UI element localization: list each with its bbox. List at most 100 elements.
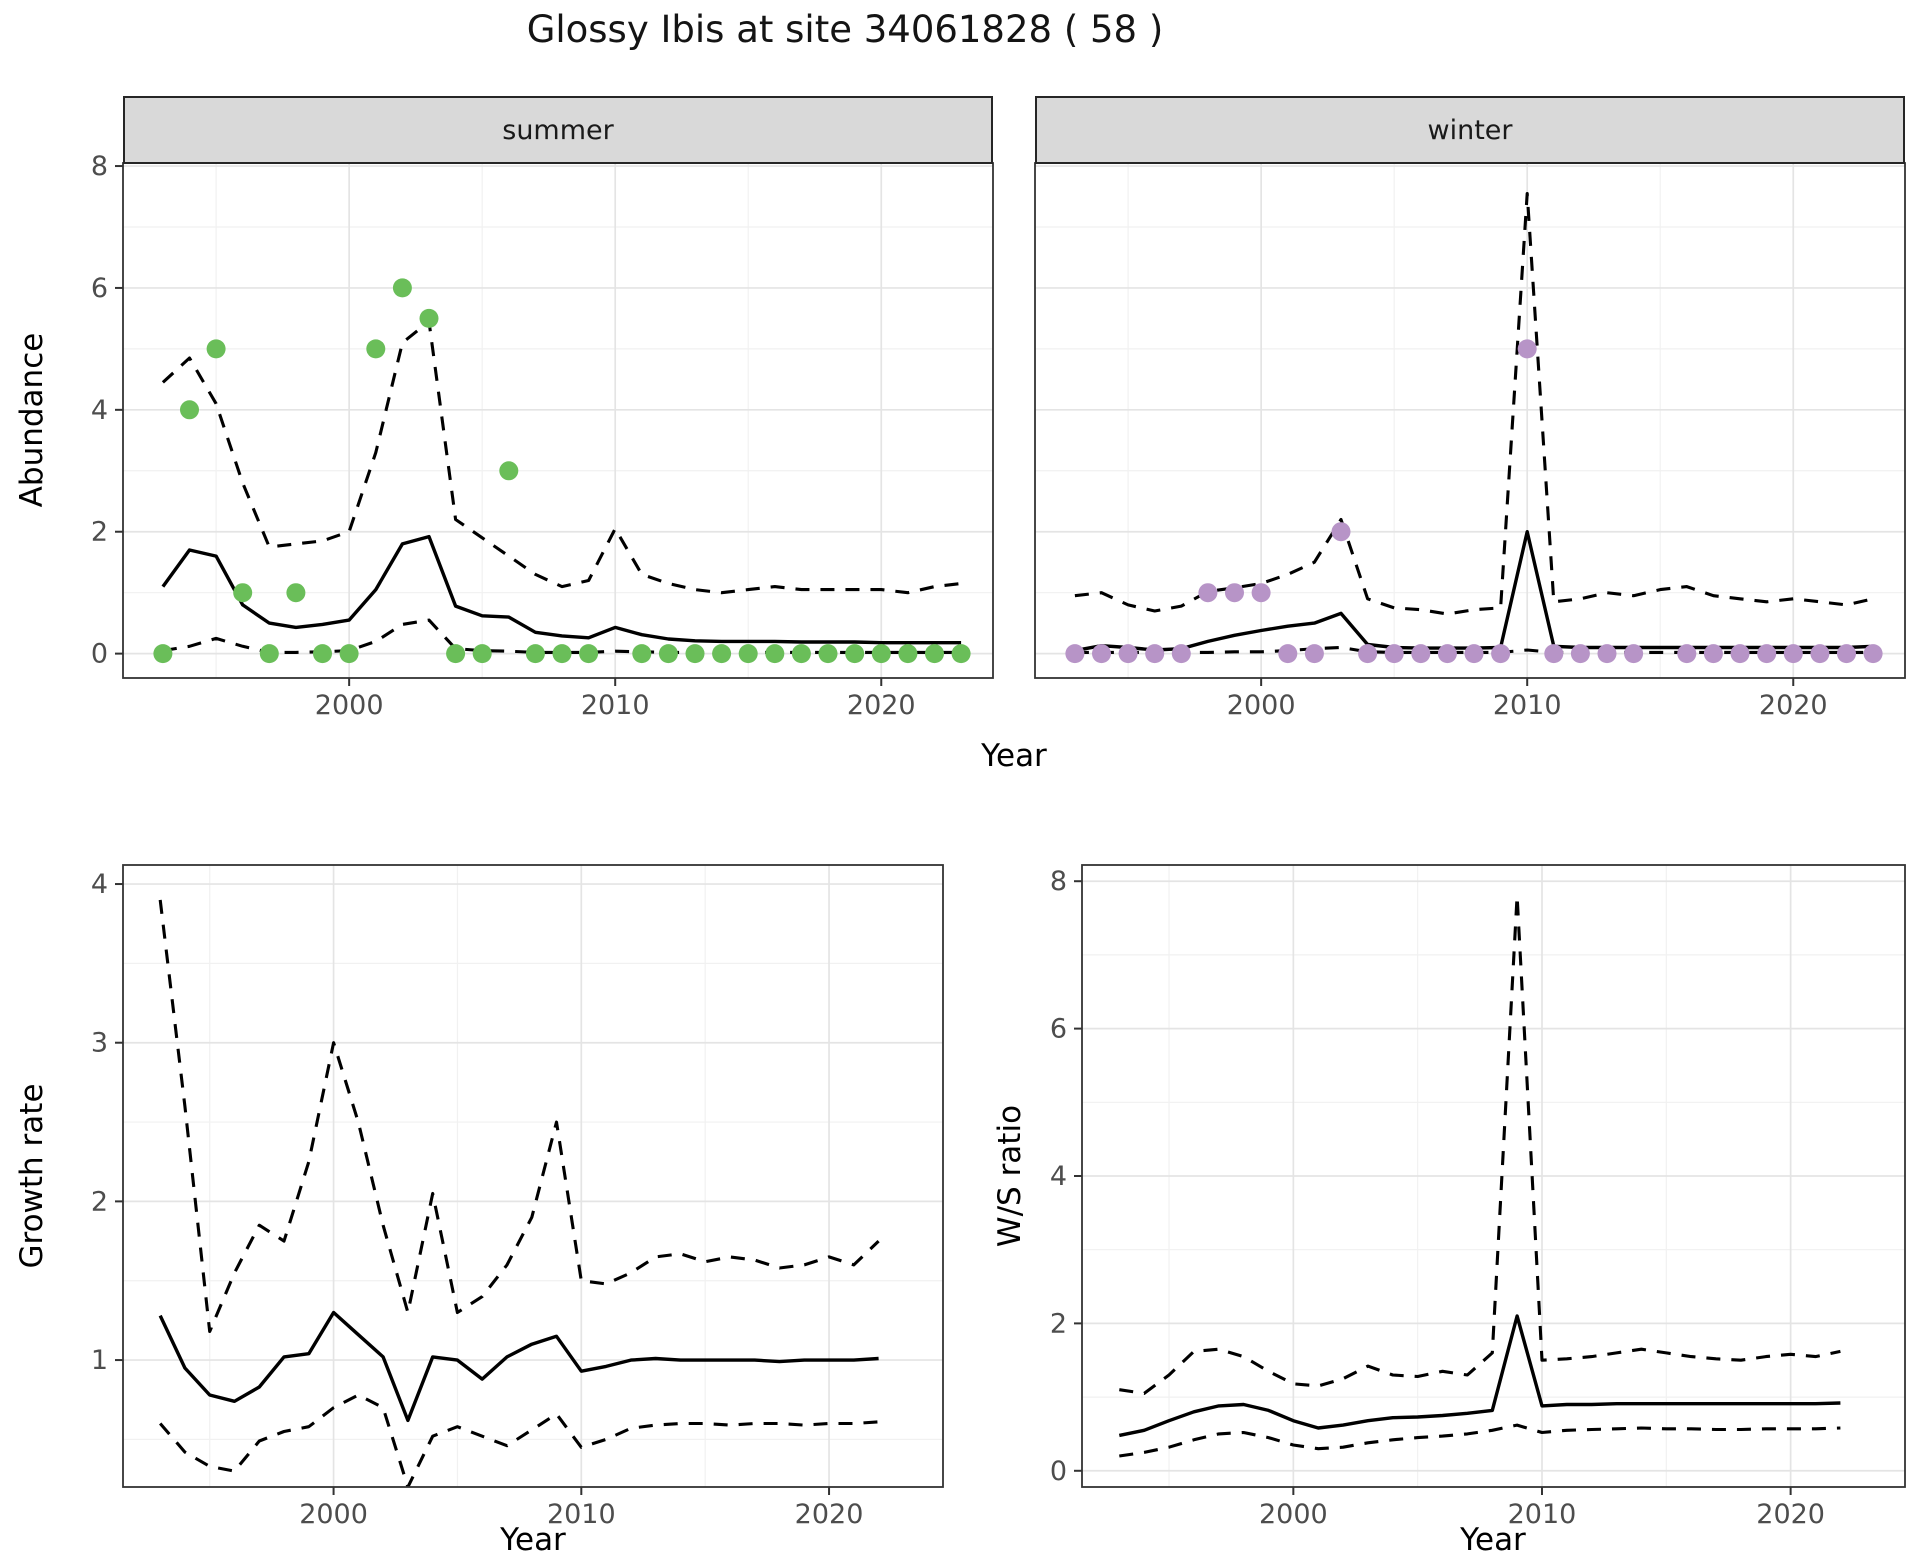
x-tick-label: 2000 <box>1227 690 1296 721</box>
panel-background <box>123 865 943 1487</box>
observation-point <box>1065 644 1085 664</box>
observation-point <box>925 644 944 664</box>
facet-strip-winter-label: winter <box>1427 114 1513 146</box>
observation-point <box>1517 339 1537 359</box>
x-axis-title-year-bottom-right: Year <box>1460 1522 1526 1558</box>
x-tick-label: 2020 <box>847 690 916 721</box>
observation-point <box>1863 644 1883 664</box>
observation-point <box>286 583 306 603</box>
observation-point <box>1783 644 1803 664</box>
abundance-summer-fit-line <box>161 534 962 645</box>
observation-point <box>499 461 519 481</box>
observation-point <box>1331 522 1351 542</box>
abundance-winter-lower_ci-line <box>1074 645 1874 654</box>
x-tick-label: 2000 <box>1259 1499 1328 1530</box>
x-axis-title-year-top: Year <box>981 738 1047 774</box>
series-group <box>153 278 971 664</box>
x-axis-ticks: 2000 2010 2020 <box>315 678 916 721</box>
growth-rate-lower_ci-line <box>159 1393 879 1487</box>
observation-point <box>446 644 466 664</box>
x-tick-label: 2000 <box>299 1499 368 1530</box>
observation-point <box>1677 644 1697 664</box>
observation-point <box>419 308 439 328</box>
observation-point <box>632 644 652 664</box>
observation-point <box>712 644 732 664</box>
panel-ws-ratio: 2000 2010 2020 0 2 4 6 8 <box>1050 864 1906 1530</box>
observation-point <box>1251 583 1271 603</box>
panel-border <box>122 864 944 1488</box>
ws-ratio-upper_ci-line <box>1119 894 1841 1395</box>
observation-point <box>1198 583 1218 603</box>
observation-point <box>658 644 678 664</box>
observation-point <box>1730 644 1750 664</box>
observation-point <box>1411 644 1431 664</box>
series-group <box>158 899 880 1487</box>
x-axis-ticks: 2000 2010 2020 <box>1227 678 1828 721</box>
observation-point <box>765 644 785 664</box>
x-tick-label: 2020 <box>1759 690 1828 721</box>
observation-point <box>1278 644 1298 664</box>
observation-point <box>1703 644 1723 664</box>
observation-point <box>898 644 918 664</box>
observation-point <box>1145 644 1165 664</box>
observation-point <box>552 644 572 664</box>
abundance-summer-observations <box>153 278 971 664</box>
observation-point <box>1810 644 1830 664</box>
y-axis-title-abundance: Abundance <box>14 332 50 508</box>
observation-point <box>525 644 545 664</box>
observation-point <box>871 644 891 664</box>
y-tick-label: 1 <box>91 1345 108 1376</box>
x-tick-label: 2010 <box>1508 1499 1577 1530</box>
observation-point <box>392 278 412 298</box>
abundance-winter-upper_ci-line <box>1074 191 1874 616</box>
y-tick-label: 4 <box>91 395 108 426</box>
y-tick-label: 2 <box>91 1186 108 1217</box>
observation-point <box>1544 644 1564 664</box>
observation-point <box>1384 644 1404 664</box>
observation-point <box>1171 644 1191 664</box>
observation-point <box>1570 644 1590 664</box>
growth-rate-fit-line <box>158 1310 879 1423</box>
facet-strip-winter: winter <box>1035 96 1905 164</box>
x-tick-label: 2010 <box>1493 690 1562 721</box>
gridlines <box>1082 865 1905 1487</box>
y-tick-label: 0 <box>1050 1456 1067 1487</box>
x-tick-label: 2020 <box>1756 1499 1825 1530</box>
ws-ratio-lower_ci-line <box>1119 1423 1841 1458</box>
y-tick-label: 2 <box>91 517 108 548</box>
observation-point <box>791 644 811 664</box>
x-tick-label: 2000 <box>315 690 384 721</box>
growth-rate-upper_ci-line <box>158 899 880 1334</box>
observation-point <box>1757 644 1777 664</box>
y-axis-ticks: 0 2 4 6 8 <box>91 151 123 670</box>
panel-abundance-winter: 2000 2010 2020 <box>1034 162 1906 721</box>
panel-abundance-summer: 2000 2010 2020 0 2 4 6 8 <box>91 151 994 721</box>
ws-ratio-fit-line <box>1118 1314 1841 1438</box>
y-axis-title-ws-ratio: W/S ratio <box>992 1104 1028 1248</box>
observation-point <box>233 583 253 603</box>
facet-strip-summer-label: summer <box>502 114 614 146</box>
y-tick-label: 4 <box>91 869 108 900</box>
facet-strip-summer: summer <box>123 96 993 164</box>
observation-point <box>206 339 226 359</box>
series-group <box>1065 191 1883 664</box>
observation-point <box>738 644 758 664</box>
observation-point <box>579 644 599 664</box>
observation-point <box>153 644 173 664</box>
y-tick-label: 6 <box>1050 1014 1067 1045</box>
observation-point <box>1092 644 1111 664</box>
y-axis-title-growth-rate: Growth rate <box>14 1083 50 1269</box>
observation-point <box>1491 644 1511 664</box>
observation-point <box>1624 644 1644 664</box>
y-tick-label: 4 <box>1050 1161 1067 1192</box>
y-axis-ticks: 0 2 4 6 8 <box>1050 866 1082 1487</box>
x-tick-label: 2010 <box>581 690 650 721</box>
abundance-winter-observations <box>1065 339 1883 664</box>
observation-point <box>472 644 492 664</box>
observation-point <box>845 644 865 664</box>
x-axis-ticks: 2000 2010 2020 <box>1259 1487 1825 1530</box>
panel-background <box>1035 163 1905 678</box>
y-tick-label: 0 <box>91 639 108 670</box>
observation-point <box>685 644 705 664</box>
observation-point <box>1118 644 1138 664</box>
